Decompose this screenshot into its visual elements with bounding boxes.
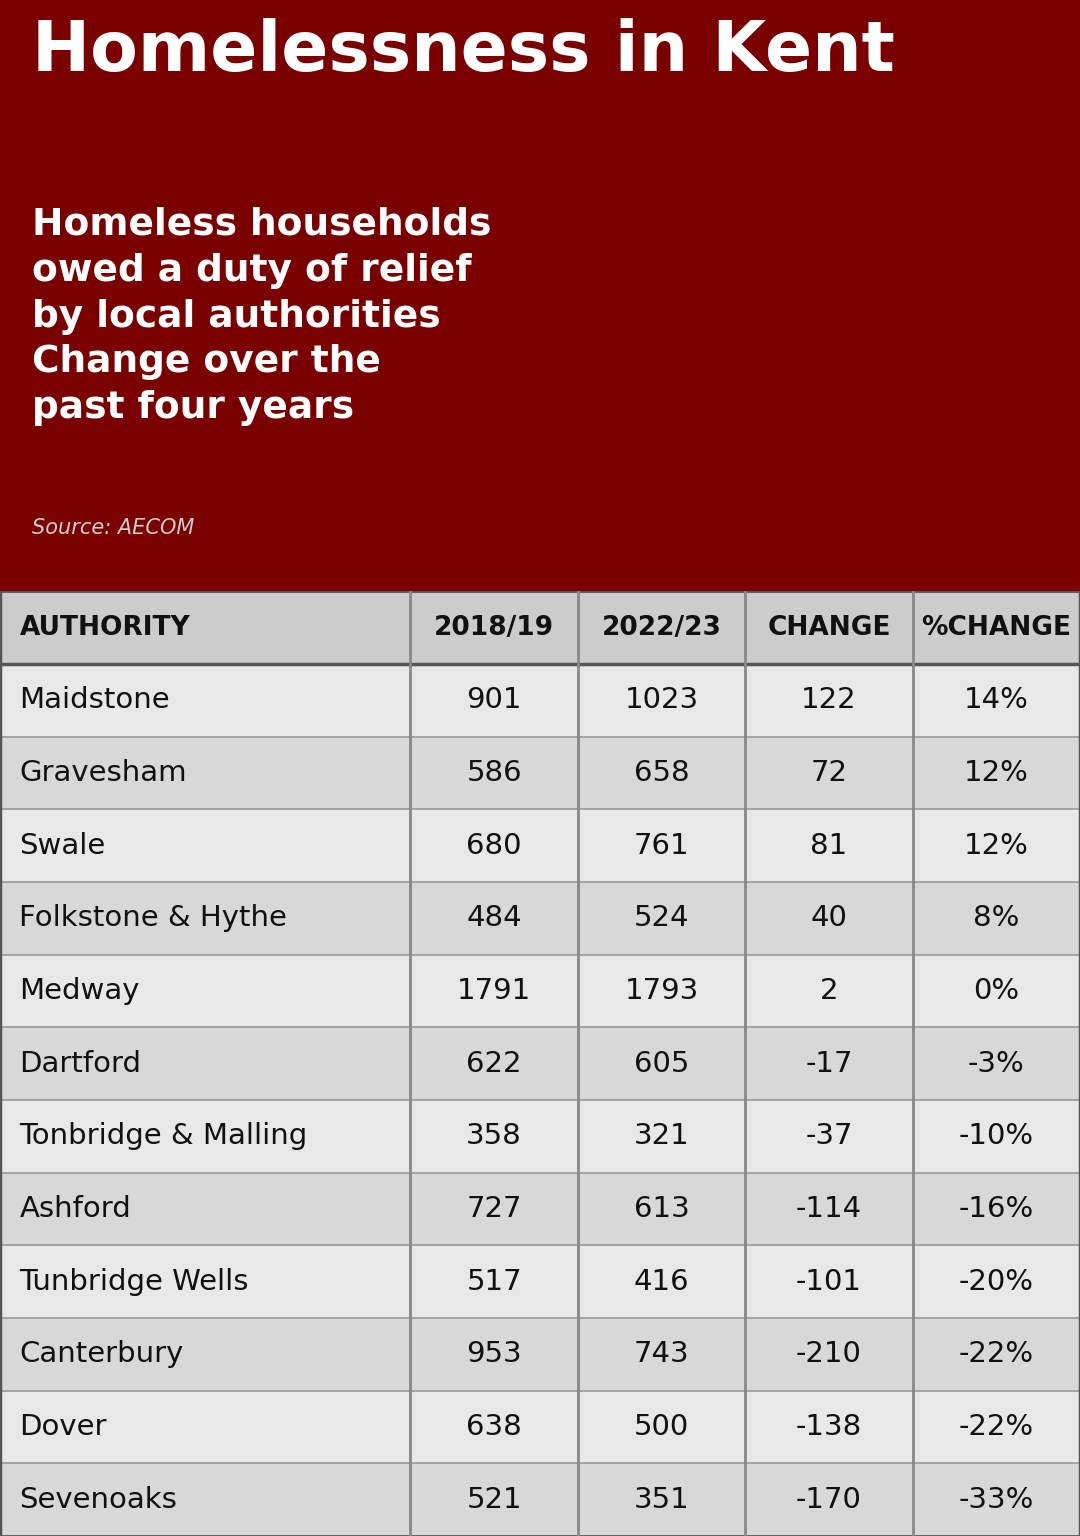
Text: 586: 586 [467, 759, 522, 786]
Text: 613: 613 [634, 1195, 689, 1223]
Text: CHANGE: CHANGE [767, 614, 891, 641]
Text: 680: 680 [467, 831, 522, 860]
Text: AUTHORITY: AUTHORITY [19, 614, 190, 641]
Text: 727: 727 [467, 1195, 522, 1223]
Text: -17: -17 [806, 1049, 852, 1078]
Text: %CHANGE: %CHANGE [921, 614, 1071, 641]
Text: 351: 351 [634, 1485, 689, 1513]
Text: 14%: 14% [963, 687, 1029, 714]
Bar [0, 1100, 1080, 1172]
Text: 2018/19: 2018/19 [434, 614, 554, 641]
Text: 1793: 1793 [624, 977, 699, 1005]
Text: Source: AECOM: Source: AECOM [32, 518, 194, 538]
Text: 500: 500 [634, 1413, 689, 1441]
Text: -16%: -16% [959, 1195, 1034, 1223]
Text: 0%: 0% [973, 977, 1020, 1005]
Text: -22%: -22% [959, 1413, 1034, 1441]
Text: 8%: 8% [973, 905, 1020, 932]
Text: -10%: -10% [959, 1123, 1034, 1150]
Text: Dartford: Dartford [19, 1049, 141, 1078]
Text: -33%: -33% [959, 1485, 1034, 1513]
Text: 40: 40 [810, 905, 848, 932]
Text: 122: 122 [801, 687, 856, 714]
Text: 605: 605 [634, 1049, 689, 1078]
Text: 953: 953 [467, 1341, 522, 1369]
Text: Homeless households
owed a duty of relief
by local authorities
Change over the
p: Homeless households owed a duty of relie… [32, 207, 491, 425]
Text: Maidstone: Maidstone [19, 687, 170, 714]
Text: 416: 416 [634, 1267, 689, 1296]
Text: Sevenoaks: Sevenoaks [19, 1485, 177, 1513]
Text: 72: 72 [810, 759, 848, 786]
Bar [0, 1464, 1080, 1536]
Bar [0, 1172, 1080, 1246]
Text: 743: 743 [634, 1341, 689, 1369]
Bar [0, 1028, 1080, 1100]
Text: 901: 901 [467, 687, 522, 714]
Text: 1023: 1023 [624, 687, 699, 714]
Bar [0, 664, 1080, 737]
Bar [0, 1246, 1080, 1318]
Text: 517: 517 [467, 1267, 522, 1296]
Text: 638: 638 [467, 1413, 522, 1441]
Bar [0, 809, 1080, 882]
Text: -37: -37 [806, 1123, 852, 1150]
Text: 2022/23: 2022/23 [602, 614, 721, 641]
Text: Dover: Dover [19, 1413, 107, 1441]
Bar [0, 1318, 1080, 1390]
Text: 484: 484 [467, 905, 522, 932]
Text: Tunbridge Wells: Tunbridge Wells [19, 1267, 248, 1296]
Text: 524: 524 [634, 905, 689, 932]
Text: 2: 2 [820, 977, 838, 1005]
Text: 622: 622 [467, 1049, 522, 1078]
Text: Medway: Medway [19, 977, 140, 1005]
Text: 12%: 12% [963, 831, 1029, 860]
Text: -101: -101 [796, 1267, 862, 1296]
Text: 12%: 12% [963, 759, 1029, 786]
Text: 81: 81 [810, 831, 848, 860]
Text: 521: 521 [467, 1485, 522, 1513]
Text: Tonbridge & Malling: Tonbridge & Malling [19, 1123, 308, 1150]
Text: Canterbury: Canterbury [19, 1341, 184, 1369]
Bar [0, 1390, 1080, 1464]
Text: -170: -170 [796, 1485, 862, 1513]
Text: -138: -138 [796, 1413, 862, 1441]
Text: -114: -114 [796, 1195, 862, 1223]
Text: Swale: Swale [19, 831, 106, 860]
Text: Ashford: Ashford [19, 1195, 131, 1223]
Text: 658: 658 [634, 759, 689, 786]
Bar [0, 737, 1080, 809]
Bar [0, 591, 1080, 664]
Bar [0, 955, 1080, 1028]
Text: Folkstone & Hythe: Folkstone & Hythe [19, 905, 287, 932]
Text: Homelessness in Kent: Homelessness in Kent [32, 18, 895, 84]
Text: 761: 761 [634, 831, 689, 860]
Text: -3%: -3% [968, 1049, 1025, 1078]
Text: -20%: -20% [959, 1267, 1034, 1296]
Text: 1791: 1791 [457, 977, 531, 1005]
Text: 358: 358 [467, 1123, 522, 1150]
Bar [0, 882, 1080, 955]
Text: -210: -210 [796, 1341, 862, 1369]
Text: 321: 321 [634, 1123, 689, 1150]
Text: Gravesham: Gravesham [19, 759, 187, 786]
Text: -22%: -22% [959, 1341, 1034, 1369]
